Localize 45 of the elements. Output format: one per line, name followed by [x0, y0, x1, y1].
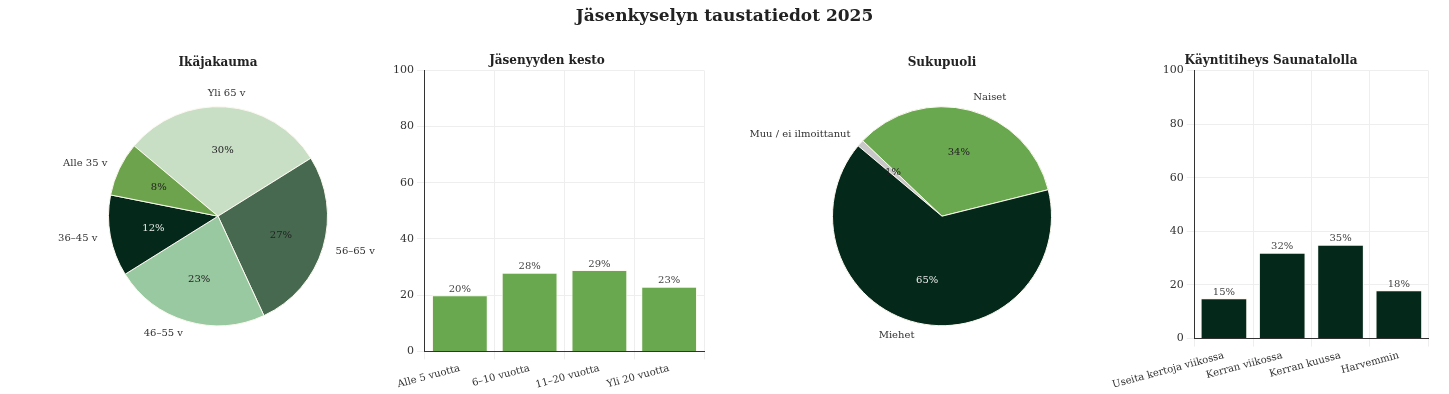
y-tick-label: 80	[400, 119, 414, 133]
data-label: 18%	[1387, 277, 1410, 289]
data-label: 65%	[916, 273, 939, 285]
y-tick-label: 0	[1176, 331, 1184, 345]
data-label: 15%	[1212, 285, 1236, 297]
data-label: 30%	[211, 144, 234, 156]
y-tick-label: 60	[400, 175, 414, 189]
data-label: 34%	[947, 146, 970, 158]
slice-label: 56–65 v	[335, 244, 376, 256]
data-label: 23%	[658, 274, 681, 286]
y-tick-label: 20	[400, 288, 414, 302]
slice-label: Naiset	[973, 91, 1007, 103]
x-tick-label: 6–10 vuotta	[470, 361, 531, 388]
slice-label: Alle 35 v	[62, 156, 108, 168]
slice-label: Muu / ei ilmoittanut	[749, 128, 851, 140]
y-tick-label: 40	[1169, 224, 1184, 238]
slice-label: Miehet	[878, 329, 915, 341]
data-label: 32%	[1271, 240, 1294, 252]
text: Jäsenkyselyn taustatiedot 2025	[573, 4, 875, 27]
data-label: 28%	[518, 260, 541, 272]
data-label: 35%	[1329, 232, 1352, 244]
chart-title: Ikäjakauma	[178, 55, 258, 70]
chart-title: Käyntitiheys Saunatalolla	[1184, 53, 1358, 68]
y-tick-label: 100	[1162, 63, 1184, 77]
data-label: 1%	[885, 166, 901, 177]
slice-label: 36–45 v	[58, 231, 98, 243]
x-tick-label: Alle 5 vuotta	[395, 362, 462, 390]
slice-label: 46–55 v	[143, 327, 184, 339]
data-label: 29%	[588, 257, 611, 269]
chart-title: Jäsenyyden kesto	[488, 53, 605, 68]
y-tick-label: 40	[400, 231, 414, 245]
x-tick-label: 11–20 vuotta	[534, 362, 601, 390]
data-label: 27%	[269, 228, 293, 240]
chart-title: Sukupuoli	[907, 55, 977, 70]
y-tick-label: 100	[393, 63, 414, 77]
y-tick-label: 0	[407, 344, 414, 358]
x-tick-label: Yli 20 vuotta	[604, 362, 671, 390]
data-label: 20%	[448, 282, 471, 294]
data-label: 8%	[150, 181, 167, 193]
slice-label: Yli 65 v	[206, 87, 246, 99]
y-tick-label: 60	[1169, 170, 1184, 184]
data-label: 12%	[142, 221, 165, 233]
data-label: 23%	[188, 272, 211, 284]
y-tick-label: 80	[1169, 116, 1184, 130]
y-tick-label: 20	[1169, 277, 1184, 291]
